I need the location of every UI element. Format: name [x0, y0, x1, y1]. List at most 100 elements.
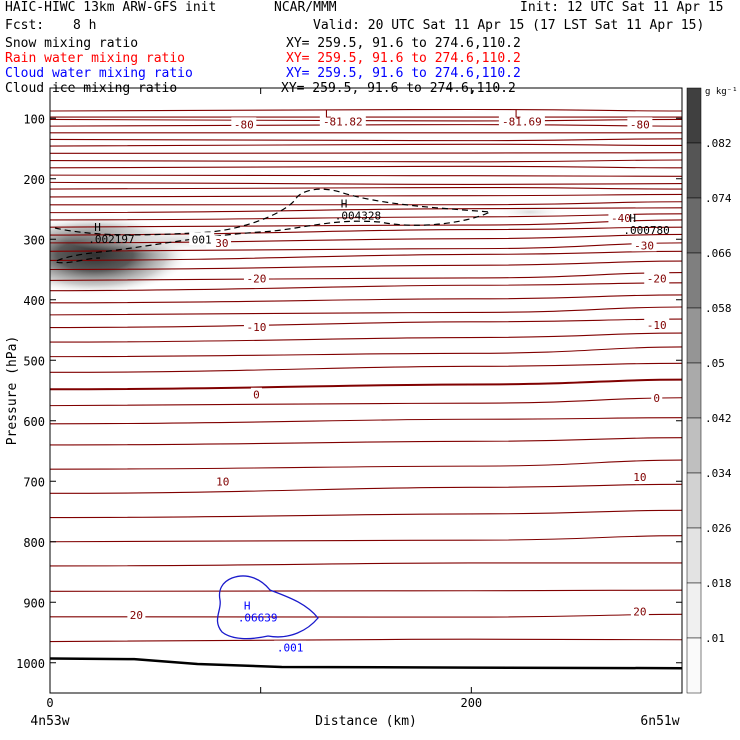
isotherm-label: 10 — [633, 471, 646, 484]
isotherm-label: -10 — [247, 321, 267, 334]
colorbar-swatch — [686, 197, 702, 254]
contour-label-bg — [231, 117, 257, 131]
contour-label-bg — [274, 640, 307, 654]
cloud-contour-label: .001 — [277, 642, 304, 655]
field-name-snow: Snow mixing ratio — [5, 36, 139, 51]
contour-label-bg — [127, 607, 146, 621]
isotherm-line — [50, 378, 682, 391]
contour-label-bg — [250, 387, 262, 401]
isotherm-line — [50, 207, 682, 214]
x-tick-label: 0 — [46, 696, 53, 710]
ground-surface — [50, 657, 682, 670]
isotherm-line — [50, 152, 682, 154]
contour-label-bg — [651, 390, 663, 404]
isotherm-label: -81.82 — [323, 115, 363, 128]
isotherm-label: -30 — [634, 239, 654, 252]
contour-label-bg — [630, 604, 649, 618]
y-tick-label: 1000 — [16, 657, 45, 671]
isotherm-label: -80 — [630, 118, 650, 131]
high-marker-value: .000780 — [623, 224, 669, 237]
x-tick-label: 200 — [460, 696, 482, 710]
temperature-contours — [50, 108, 682, 670]
contour-label-bg — [608, 211, 634, 225]
isotherm-line — [50, 535, 682, 543]
isotherm-line — [50, 260, 682, 271]
isotherm-line — [50, 242, 682, 252]
forecast-label: Fcst: — [5, 18, 45, 33]
isotherm-label: -20 — [647, 273, 667, 286]
isotherm-label: -20 — [247, 273, 267, 286]
isotherm-line — [50, 193, 682, 198]
chart-labels: -80 -81.82 -81.69 -80-40-30 -30-20 -20-10 -100… — [88, 107, 669, 654]
y-tick-label: 100 — [23, 112, 45, 126]
contour-label-bg — [627, 117, 653, 131]
y-tick-label: 400 — [23, 294, 45, 308]
field-xy-cloud-ice: XY= 259.5, 91.6 to 274.6,110.2 — [281, 81, 516, 96]
colorbar-swatch — [686, 527, 702, 584]
isotherm-line — [50, 589, 682, 592]
y-tick-label: 700 — [23, 475, 45, 489]
contour-label-bg — [631, 238, 657, 252]
isotherm-line — [50, 332, 682, 343]
field-xy-snow: XY= 259.5, 91.6 to 274.6,110.2 — [286, 36, 521, 51]
colorbar-swatch — [686, 362, 702, 419]
high-marker: H — [244, 599, 251, 612]
high-marker-value: .002197 — [88, 233, 134, 246]
field-name-cloud-water: Cloud water mixing ratio — [5, 66, 193, 81]
contour-label-bg — [644, 318, 670, 332]
isotherm-line — [50, 181, 682, 186]
colorbar-label: .074 — [705, 192, 732, 205]
isotherm-line — [50, 250, 682, 261]
colorbar-swatch — [686, 472, 702, 529]
y-tick-label: 200 — [23, 173, 45, 187]
colorbar-label: .01 — [705, 632, 725, 645]
isotherm-line — [50, 271, 682, 281]
valid-time: Valid: 20 UTC Sat 11 Apr 15 (17 LST Sat … — [313, 18, 705, 33]
contour-label-bg — [498, 114, 545, 128]
isotherm-line — [50, 138, 682, 142]
isotherm-line — [50, 613, 682, 618]
y-axis-label: Pressure (hPa) — [5, 336, 20, 446]
isotherm-label: -81.69 — [502, 115, 542, 128]
y-tick-label: 300 — [23, 233, 45, 247]
isotherm-line — [50, 294, 682, 304]
x-axis-label: Distance (km) — [315, 714, 417, 729]
contour-label-bg — [189, 232, 215, 246]
isotherm-label: -10 — [647, 319, 667, 332]
colorbar-swatch — [686, 417, 702, 474]
isotherm-label: 20 — [130, 609, 143, 622]
isotherm-line — [50, 437, 682, 446]
cloud-ice-dashed-contour — [53, 188, 493, 264]
isotherm-line — [50, 159, 682, 163]
isotherm-label: 20 — [633, 605, 646, 618]
colorbar-label: .082 — [705, 137, 732, 150]
isotherm-line — [50, 165, 682, 169]
colorbar-label: .042 — [705, 412, 732, 425]
cloud-contour-label: 001 — [192, 233, 212, 246]
isotherm-line — [50, 108, 682, 112]
y-tick-label: 800 — [23, 536, 45, 550]
isotherm-line — [50, 201, 682, 206]
isotherm-label: 0 — [253, 389, 260, 402]
isotherm-line — [50, 638, 682, 643]
field-name-rain: Rain water mixing ratio — [5, 51, 186, 66]
high-marker: H — [629, 212, 636, 225]
contour-label-bg — [213, 474, 232, 488]
isotherm-line — [50, 509, 682, 519]
field-xy-cloud-water: XY= 259.5, 91.6 to 274.6,110.2 — [286, 66, 521, 81]
colorbar-label: .066 — [705, 247, 732, 260]
org-label: NCAR/MMM — [274, 0, 337, 15]
contour-label-bg — [630, 470, 649, 484]
isotherm-line — [50, 318, 682, 329]
isotherm-line — [50, 417, 682, 425]
low-marker: L — [325, 107, 332, 120]
cloud-contours — [53, 188, 493, 640]
plot-frame — [49, 87, 683, 694]
contour-label-bg — [243, 319, 269, 333]
isotherm-line — [50, 397, 682, 407]
isotherm-label: 10 — [216, 475, 229, 488]
cloud-water-contour — [216, 575, 319, 640]
high-marker-value: .06639 — [238, 611, 278, 624]
forecast-hours: 8 h — [73, 18, 97, 33]
